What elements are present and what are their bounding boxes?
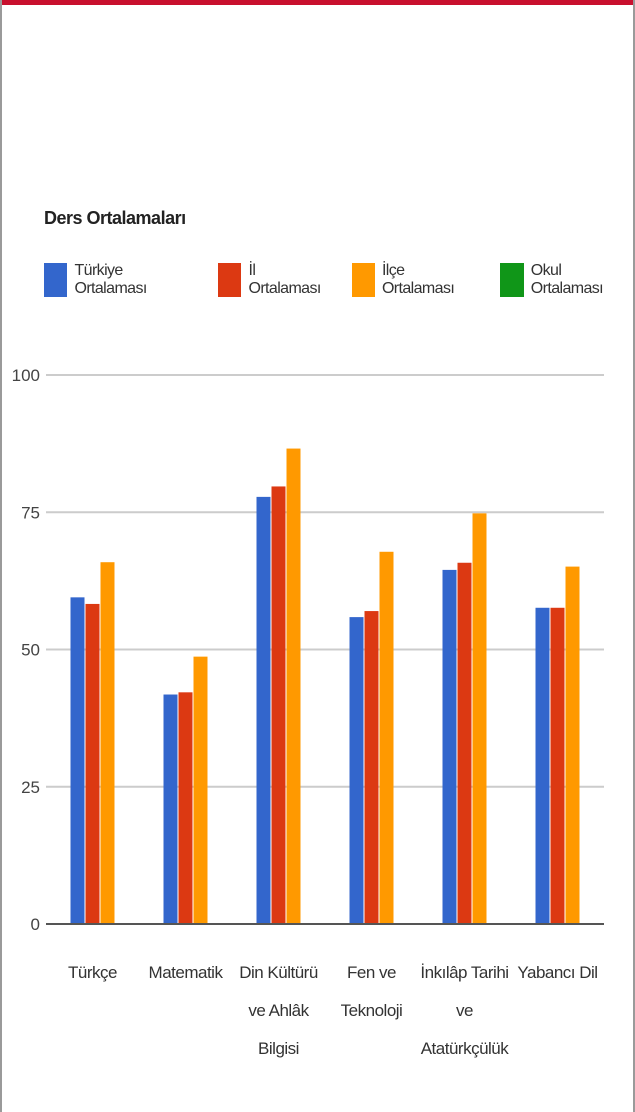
bar bbox=[364, 611, 379, 924]
legend-item-il[interactable]: İl Ortalaması bbox=[218, 262, 329, 298]
bar bbox=[193, 656, 208, 924]
bar bbox=[271, 486, 286, 924]
x-category-label: İnkılâp Tarihi bbox=[420, 963, 508, 982]
x-category-label: Atatürkçülük bbox=[421, 1039, 510, 1058]
left-frame-border bbox=[0, 0, 2, 1112]
bar bbox=[550, 607, 565, 924]
bar bbox=[472, 513, 487, 924]
bar bbox=[349, 617, 364, 924]
x-category-label: Yabancı Dil bbox=[517, 963, 597, 982]
bar bbox=[178, 692, 193, 924]
top-accent-border bbox=[0, 0, 635, 5]
bar bbox=[457, 562, 472, 924]
bar bbox=[286, 448, 301, 924]
x-category-label: Bilgisi bbox=[258, 1039, 299, 1058]
legend-item-ilce[interactable]: İlçe Ortalaması bbox=[351, 262, 479, 298]
bar bbox=[100, 562, 115, 924]
legend-swatch-turkiye bbox=[44, 263, 68, 297]
bar bbox=[85, 603, 100, 924]
bar bbox=[163, 694, 178, 924]
x-category-label: ve bbox=[456, 1001, 473, 1020]
legend-item-okul[interactable]: Okul Ortalaması bbox=[500, 262, 635, 298]
right-frame-border bbox=[633, 0, 635, 1112]
x-category-label: ve Ahlâk bbox=[248, 1001, 309, 1020]
chart-legend: Türkiye Ortalaması İl Ortalaması İlçe Or… bbox=[44, 262, 635, 298]
x-category-label: Din Kültürü bbox=[239, 963, 318, 982]
y-tick-label: 100 bbox=[12, 366, 40, 385]
bar bbox=[70, 597, 85, 924]
bar bbox=[535, 607, 550, 924]
chart-title: Ders Ortalamaları bbox=[44, 208, 186, 228]
x-category-label: Türkçe bbox=[68, 963, 117, 982]
legend-swatch-il bbox=[218, 263, 242, 297]
legend-label-ilce: İlçe Ortalaması bbox=[381, 262, 455, 297]
bar bbox=[256, 496, 271, 924]
legend-swatch-ilce bbox=[351, 263, 375, 297]
y-tick-label: 25 bbox=[21, 778, 40, 797]
bar bbox=[565, 566, 580, 924]
x-category-label: Fen ve bbox=[347, 963, 396, 982]
legend-label-il: İl Ortalaması bbox=[248, 262, 321, 297]
y-tick-label: 75 bbox=[21, 503, 40, 522]
x-category-label: Matematik bbox=[149, 963, 224, 982]
legend-swatch-okul bbox=[500, 263, 524, 297]
y-tick-label: 50 bbox=[21, 641, 40, 660]
legend-label-okul: Okul Ortalaması bbox=[530, 262, 604, 297]
legend-label-turkiye: Türkiye Ortalaması bbox=[74, 262, 147, 297]
y-tick-label: 0 bbox=[31, 915, 40, 934]
bar bbox=[442, 569, 457, 924]
bar bbox=[379, 551, 394, 924]
x-category-label: Teknoloji bbox=[341, 1001, 403, 1020]
legend-item-turkiye[interactable]: Türkiye Ortalaması bbox=[44, 262, 196, 298]
